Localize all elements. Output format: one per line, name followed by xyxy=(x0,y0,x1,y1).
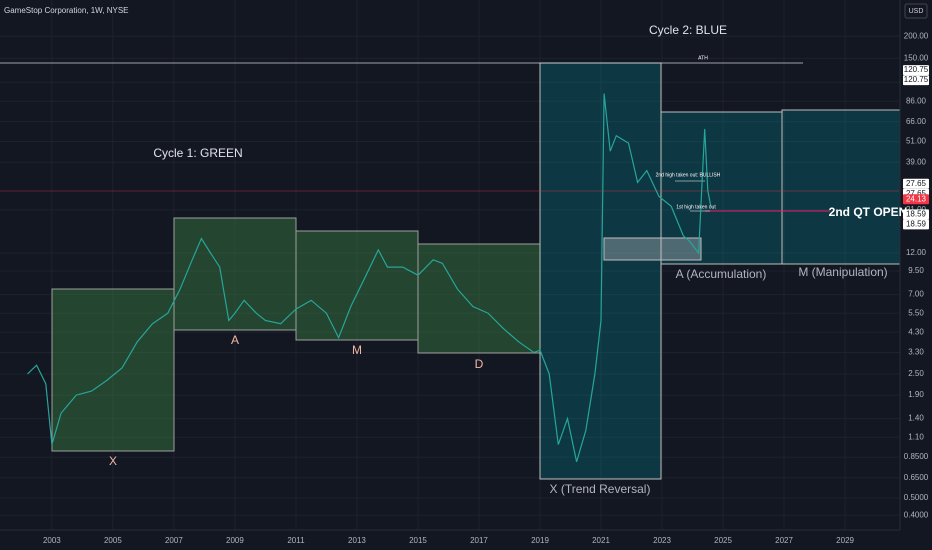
currency: USD xyxy=(909,8,924,15)
y-tick-label: 200.00 xyxy=(904,31,929,40)
y-tick-label: 3.30 xyxy=(908,348,924,357)
price-badge-label: 24.13 xyxy=(906,194,927,203)
y-tick-label: 86.00 xyxy=(906,96,927,105)
x-tick-label: 2013 xyxy=(348,536,366,545)
x-tick-label: 2007 xyxy=(165,536,183,545)
y-tick-label: 2.50 xyxy=(908,369,924,378)
annotation: A xyxy=(231,333,239,347)
x-tick-label: 2009 xyxy=(226,536,244,545)
price-badge-label: 18.59 xyxy=(906,219,927,228)
y-tick-label: 0.4000 xyxy=(904,510,929,519)
price-line xyxy=(27,93,712,462)
price-badge-label: 27.65 xyxy=(906,189,927,198)
annotation: D xyxy=(475,357,484,371)
annotation: X xyxy=(109,454,117,468)
box xyxy=(295,230,419,341)
y-tick-label: 150.00 xyxy=(904,54,929,63)
currency-box xyxy=(904,3,928,19)
y-tick-label: 1.90 xyxy=(908,390,924,399)
x-tick-label: 2005 xyxy=(104,536,122,545)
y-tick-label: 1.10 xyxy=(908,432,924,441)
box xyxy=(603,237,702,261)
y-tick-label: 66.00 xyxy=(906,117,927,126)
price-badge xyxy=(903,178,929,189)
annotation: M (Manipulation) xyxy=(798,265,887,279)
x-tick-label: 2019 xyxy=(531,536,549,545)
x-tick-label: 2025 xyxy=(714,536,732,545)
y-tick-label: 7.00 xyxy=(908,290,924,299)
x-tick-label: 2023 xyxy=(653,536,671,545)
y-tick-label: 51.00 xyxy=(906,137,927,146)
price-badge-label: 27.65 xyxy=(906,179,927,188)
box xyxy=(539,62,662,480)
price-badge-label: 120.75 xyxy=(904,75,929,84)
annotation: Cycle 2: BLUE xyxy=(649,23,727,37)
price-badge xyxy=(903,75,929,86)
y-tick-label: 12.00 xyxy=(906,248,927,257)
x-tick-label: 2015 xyxy=(409,536,427,545)
y-tick-label: 0.6500 xyxy=(904,473,929,482)
price-badge xyxy=(903,65,929,76)
x-tick-label: 2029 xyxy=(836,536,854,545)
y-tick-label: 0.5000 xyxy=(904,493,929,502)
y-tick-label: 0.8500 xyxy=(904,452,929,461)
box xyxy=(173,217,297,331)
annotation: M xyxy=(352,343,362,357)
price-badge-label: 120.75 xyxy=(904,65,929,74)
x-tick-label: 2003 xyxy=(43,536,61,545)
box xyxy=(660,111,783,265)
x-tick-label: 2011 xyxy=(287,536,305,545)
price-badge-label: 18.59 xyxy=(906,209,927,218)
y-tick-label: 5.50 xyxy=(908,308,924,317)
annotation: 2nd high taken out: BULLISH xyxy=(656,172,721,178)
price-badge xyxy=(903,209,929,220)
chart-title: GameStop Corporation, 1W, NYSE xyxy=(4,6,129,15)
box xyxy=(781,109,901,265)
annotation: Cycle 1: GREEN xyxy=(153,146,242,160)
annotation: X (Trend Reversal) xyxy=(550,482,651,496)
y-tick-label: 4.30 xyxy=(908,327,924,336)
x-tick-label: 2017 xyxy=(470,536,488,545)
y-tick-label: 39.00 xyxy=(906,157,927,166)
price-badge xyxy=(903,219,929,230)
box xyxy=(51,288,175,452)
annotation: A (Accumulation) xyxy=(676,267,767,281)
x-tick-label: 2021 xyxy=(592,536,610,545)
annotation: 1st high taken out xyxy=(676,204,716,210)
y-tick-label: 9.50 xyxy=(908,266,924,275)
y-tick-label: 1.40 xyxy=(908,414,924,423)
annotation: 2nd QT OPEN xyxy=(829,205,908,219)
x-tick-label: 2027 xyxy=(775,536,793,545)
annotation: ATH xyxy=(698,55,708,61)
price-badge xyxy=(903,194,929,205)
